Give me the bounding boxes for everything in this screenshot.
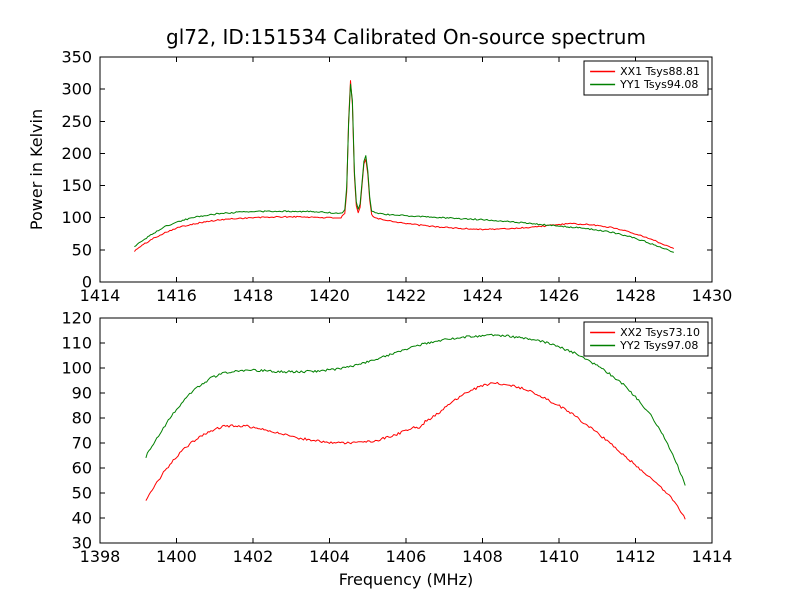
y-tick-label: 150 <box>61 176 92 195</box>
x-tick-label: 1414 <box>80 286 121 305</box>
y-tick-label: 60 <box>72 459 92 478</box>
x-tick-label: 1406 <box>386 547 427 566</box>
legend-box <box>583 321 709 357</box>
series-line-xx2 <box>145 381 686 520</box>
x-tick-label: 1422 <box>386 286 427 305</box>
x-tick-label: 1400 <box>156 547 197 566</box>
y-tick-label: 350 <box>61 48 92 67</box>
legend-box <box>583 60 709 96</box>
series-line-yy1 <box>134 83 674 253</box>
y-tick-label: 110 <box>61 334 92 353</box>
legend-label: XX1 Tsys88.81 <box>620 65 700 78</box>
legend-label: XX2 Tsys73.10 <box>620 326 700 339</box>
y-tick-label: 120 <box>61 309 92 328</box>
y-tick-label: 250 <box>61 112 92 131</box>
x-tick-label: 1412 <box>615 547 656 566</box>
y-axis-label: Power in Kelvin <box>27 109 46 230</box>
x-tick-label: 1418 <box>233 286 274 305</box>
series-line-xx1 <box>134 80 675 252</box>
x-tick-label: 1398 <box>80 547 121 566</box>
x-tick-label: 1416 <box>156 286 197 305</box>
y-tick-label: 40 <box>72 509 92 528</box>
y-tick-label: 80 <box>72 409 92 428</box>
x-tick-label: 1414 <box>692 547 733 566</box>
x-tick-label: 1404 <box>309 547 350 566</box>
x-tick-label: 1402 <box>233 547 274 566</box>
plot-area-2 <box>145 333 686 520</box>
y-tick-label: 50 <box>72 484 92 503</box>
x-tick-label: 1410 <box>539 547 580 566</box>
y-tick-label: 300 <box>61 80 92 99</box>
series-line-yy2 <box>145 333 686 486</box>
x-axis-label: Frequency (MHz) <box>339 570 473 589</box>
y-tick-label: 50 <box>72 240 92 259</box>
plot-area-1 <box>134 80 675 253</box>
y-tick-label: 90 <box>72 384 92 403</box>
y-tick-label: 30 <box>72 534 92 553</box>
legend-label: YY1 Tsys94.08 <box>619 78 698 91</box>
x-tick-label: 1428 <box>615 286 656 305</box>
x-tick-label: 1420 <box>309 286 350 305</box>
y-tick-label: 100 <box>61 208 92 227</box>
x-tick-label: 1426 <box>539 286 580 305</box>
x-tick-label: 1424 <box>462 286 503 305</box>
legend-label: YY2 Tsys97.08 <box>619 339 698 352</box>
chart-title: gl72, ID:151534 Calibrated On-source spe… <box>166 25 646 49</box>
x-tick-label: 1430 <box>692 286 733 305</box>
y-tick-label: 70 <box>72 434 92 453</box>
y-tick-label: 0 <box>82 273 92 292</box>
y-tick-label: 200 <box>61 144 92 163</box>
y-tick-label: 100 <box>61 359 92 378</box>
x-tick-label: 1408 <box>462 547 503 566</box>
